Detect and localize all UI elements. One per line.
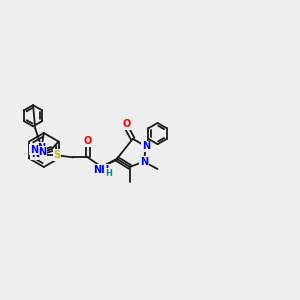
Text: N: N [142, 141, 150, 151]
Text: N: N [140, 157, 148, 166]
Text: H: H [105, 169, 112, 178]
Text: S: S [53, 150, 61, 160]
Text: O: O [84, 136, 92, 146]
Text: N: N [30, 145, 38, 154]
Text: N: N [38, 142, 46, 153]
Text: O: O [122, 119, 130, 130]
Text: NH: NH [93, 165, 110, 175]
Text: N: N [38, 147, 46, 157]
Text: N: N [31, 149, 39, 159]
